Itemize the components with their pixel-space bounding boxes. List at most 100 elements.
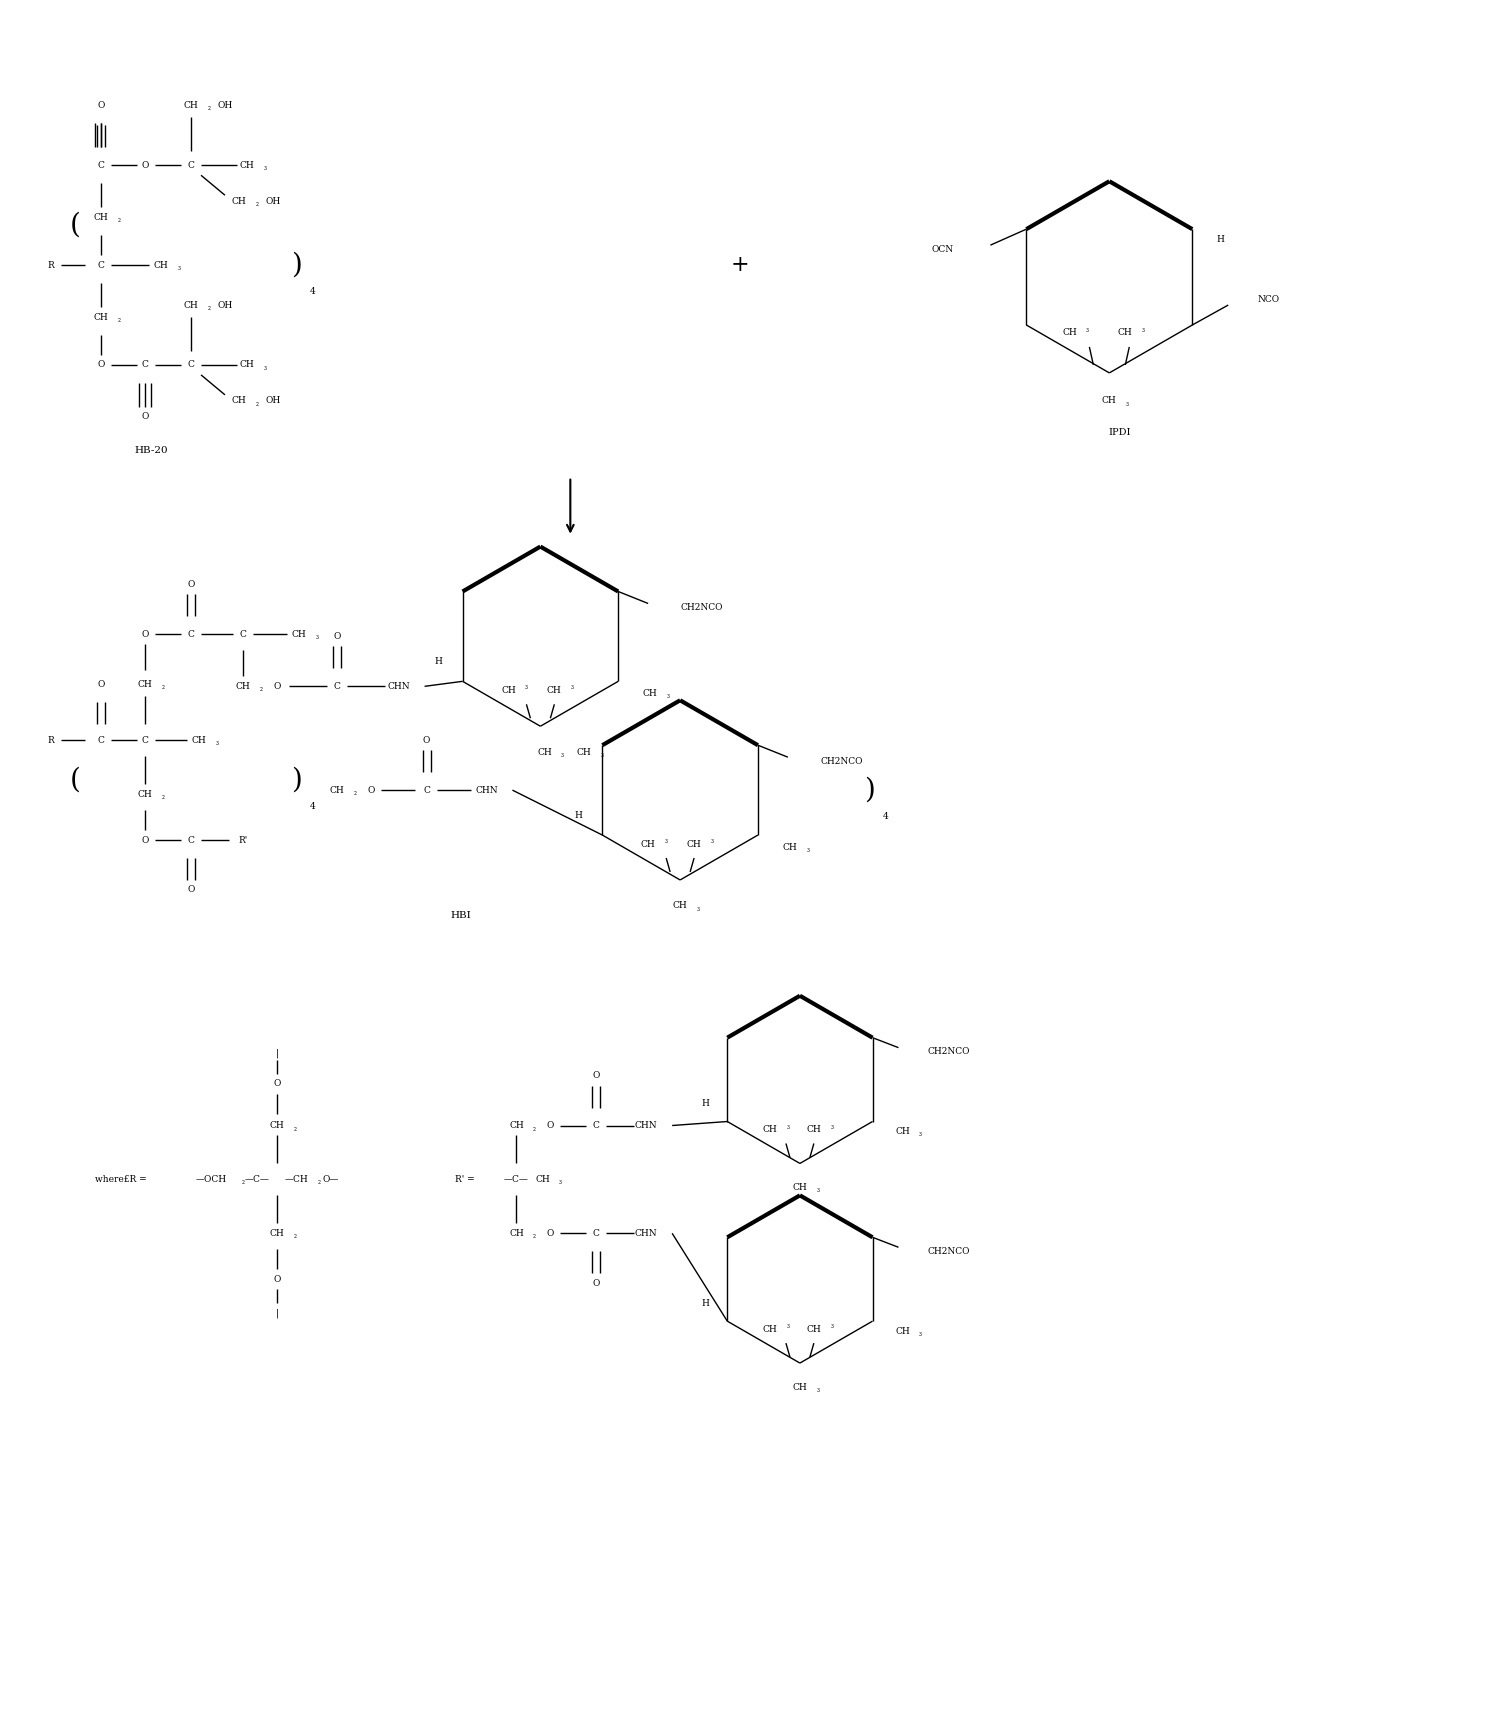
Text: C: C bbox=[239, 630, 247, 638]
Text: —C—: —C— bbox=[504, 1175, 529, 1183]
Text: |: | bbox=[275, 1049, 278, 1058]
Text: CH: CH bbox=[672, 901, 687, 910]
Text: ₃: ₃ bbox=[806, 846, 809, 855]
Text: C: C bbox=[141, 736, 149, 745]
Text: H: H bbox=[701, 1099, 710, 1108]
Text: CH: CH bbox=[269, 1228, 284, 1238]
Text: CH: CH bbox=[93, 213, 108, 222]
Text: ₃: ₃ bbox=[559, 1178, 562, 1187]
Text: O: O bbox=[423, 736, 430, 745]
Text: ₃: ₃ bbox=[817, 1187, 820, 1194]
Text: CH: CH bbox=[547, 686, 561, 695]
Text: O: O bbox=[546, 1228, 553, 1238]
Text: ₃: ₃ bbox=[666, 693, 669, 700]
Text: ₂: ₂ bbox=[532, 1232, 535, 1240]
Text: CH: CH bbox=[183, 301, 199, 310]
Text: NCO: NCO bbox=[1257, 294, 1280, 303]
Text: O: O bbox=[332, 631, 340, 642]
Text: |: | bbox=[275, 1309, 278, 1318]
Text: HBI: HBI bbox=[450, 912, 471, 920]
Text: CH: CH bbox=[269, 1121, 284, 1130]
Text: CH: CH bbox=[153, 261, 168, 270]
Text: ₃: ₃ bbox=[177, 265, 180, 272]
Text: H: H bbox=[701, 1299, 710, 1307]
Text: C: C bbox=[98, 736, 105, 745]
Text: CH: CH bbox=[806, 1324, 821, 1333]
Text: CH: CH bbox=[642, 688, 657, 698]
Text: ₃: ₃ bbox=[263, 365, 266, 372]
Text: CH: CH bbox=[292, 630, 307, 638]
Text: ₂: ₂ bbox=[293, 1232, 296, 1240]
Text: CH: CH bbox=[763, 1324, 778, 1333]
Text: ₂: ₂ bbox=[117, 316, 120, 323]
Text: —C—: —C— bbox=[245, 1175, 269, 1183]
Text: ₃: ₃ bbox=[919, 1330, 922, 1338]
Text: O: O bbox=[98, 101, 105, 110]
Text: O: O bbox=[274, 681, 281, 691]
Text: CH: CH bbox=[191, 736, 206, 745]
Text: CH: CH bbox=[793, 1183, 808, 1192]
Text: CH: CH bbox=[895, 1326, 910, 1336]
Text: O—: O— bbox=[322, 1175, 338, 1183]
Text: O: O bbox=[367, 786, 374, 795]
Text: OH: OH bbox=[218, 101, 233, 110]
Text: O: O bbox=[141, 836, 149, 845]
Text: CH: CH bbox=[501, 686, 516, 695]
Text: R: R bbox=[48, 261, 54, 270]
Text: CH: CH bbox=[687, 839, 701, 848]
Text: ₃: ₃ bbox=[1086, 327, 1089, 334]
Text: ₃: ₃ bbox=[1126, 399, 1130, 408]
Text: H: H bbox=[575, 810, 582, 820]
Text: ₃: ₃ bbox=[787, 1123, 790, 1130]
Text: C: C bbox=[188, 836, 194, 845]
Text: ₃: ₃ bbox=[1142, 327, 1145, 334]
Text: O: O bbox=[141, 160, 149, 170]
Text: CH2NCO: CH2NCO bbox=[821, 757, 863, 765]
Text: ₃: ₃ bbox=[696, 905, 699, 913]
Text: ₃: ₃ bbox=[830, 1123, 833, 1130]
Text: CH: CH bbox=[138, 789, 152, 798]
Text: ): ) bbox=[292, 767, 302, 793]
Text: ₂: ₂ bbox=[208, 304, 211, 311]
Text: ₂: ₂ bbox=[293, 1125, 296, 1132]
Text: CH2NCO: CH2NCO bbox=[681, 604, 723, 612]
Text: HB-20: HB-20 bbox=[134, 445, 168, 456]
Text: O: O bbox=[593, 1278, 600, 1288]
Text: —OCH: —OCH bbox=[196, 1175, 227, 1183]
Text: OCN: OCN bbox=[931, 244, 954, 253]
Text: CHN: CHN bbox=[388, 681, 411, 691]
Text: ₃: ₃ bbox=[919, 1130, 922, 1139]
Text: —CH: —CH bbox=[284, 1175, 308, 1183]
Text: CH: CH bbox=[232, 396, 247, 406]
Text: H: H bbox=[435, 657, 442, 666]
Text: ₂: ₂ bbox=[259, 685, 262, 693]
Text: CH: CH bbox=[232, 196, 247, 206]
Text: CH: CH bbox=[239, 160, 254, 170]
Text: CH: CH bbox=[806, 1125, 821, 1133]
Text: CH: CH bbox=[183, 101, 199, 110]
Text: ₃: ₃ bbox=[525, 683, 528, 691]
Text: H: H bbox=[1217, 234, 1224, 244]
Text: CH: CH bbox=[138, 679, 152, 688]
Text: R' =: R' = bbox=[454, 1175, 474, 1183]
Text: (: ( bbox=[69, 212, 81, 239]
Text: ₂: ₂ bbox=[208, 105, 211, 112]
Text: 4: 4 bbox=[883, 812, 889, 820]
Text: IPDI: IPDI bbox=[1108, 428, 1131, 437]
Text: ₂: ₂ bbox=[161, 683, 164, 691]
Text: ): ) bbox=[865, 777, 875, 803]
Text: CH: CH bbox=[895, 1127, 910, 1135]
Text: ₂: ₂ bbox=[256, 399, 259, 408]
Text: ₃: ₃ bbox=[600, 752, 603, 759]
Text: +: + bbox=[731, 255, 749, 277]
Text: CH: CH bbox=[236, 681, 250, 691]
Text: CH: CH bbox=[93, 313, 108, 322]
Text: CH2NCO: CH2NCO bbox=[926, 1047, 970, 1056]
Text: CHN: CHN bbox=[635, 1228, 657, 1238]
Text: CH: CH bbox=[508, 1121, 523, 1130]
Text: ₂: ₂ bbox=[161, 793, 164, 802]
Text: C: C bbox=[188, 160, 194, 170]
Text: ₃: ₃ bbox=[710, 838, 713, 845]
Text: CH: CH bbox=[1062, 329, 1077, 337]
Text: CH: CH bbox=[537, 748, 552, 757]
